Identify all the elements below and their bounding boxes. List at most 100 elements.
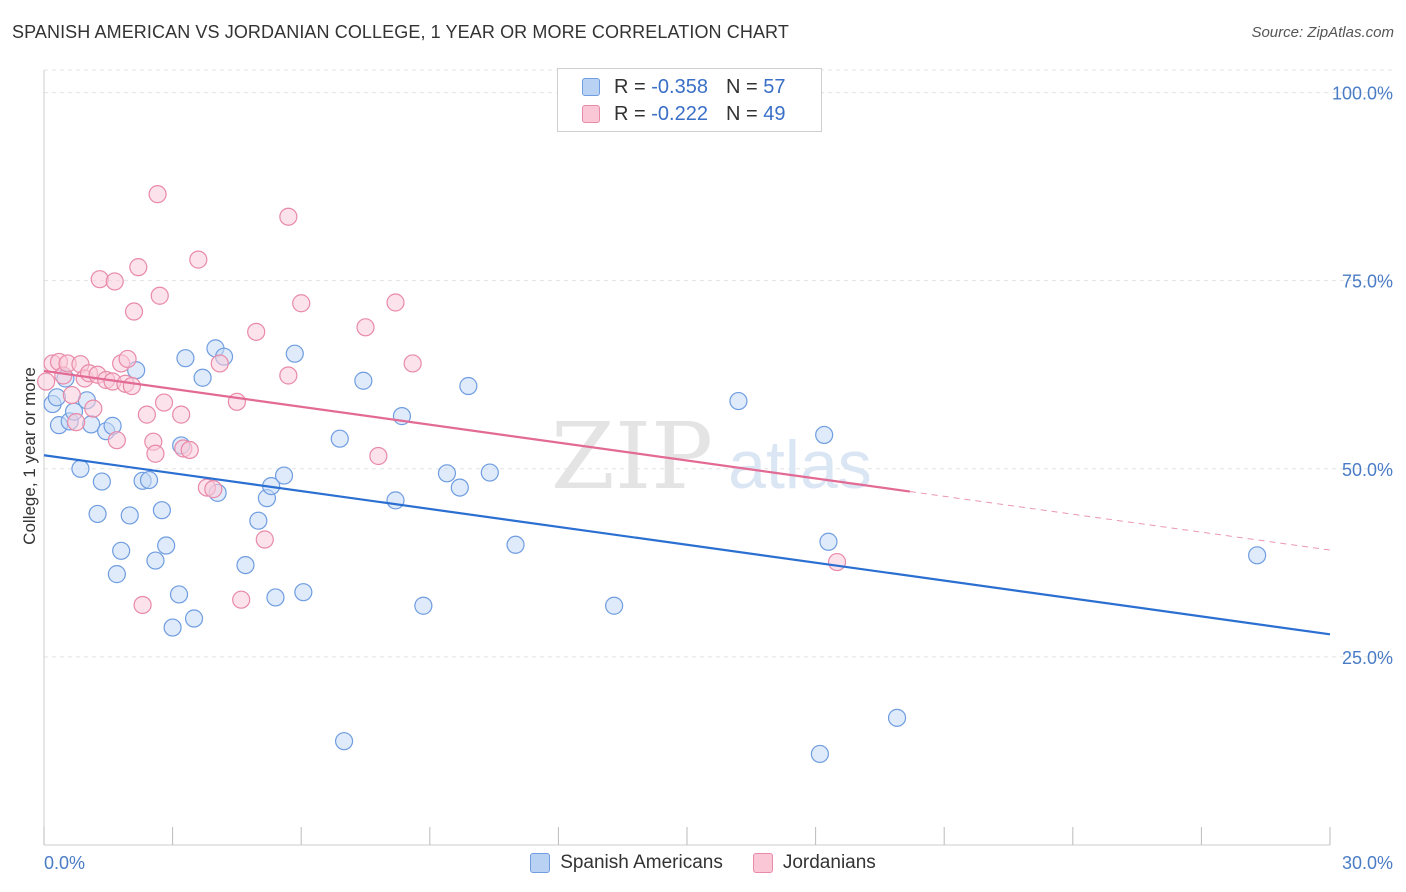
spanish-americans-point-35 (266, 588, 285, 607)
x-tick-label-1: 30.0% (1342, 853, 1393, 873)
legend-r-label: R = (614, 102, 652, 125)
y-tick-label-2: 75.0% (1342, 272, 1393, 292)
legend-row-spanish-americans: R = -0.358 N = 57 (582, 74, 785, 100)
jordanians-point-4 (62, 385, 81, 405)
jordanians-point-15 (107, 431, 126, 450)
jordanians-point-40 (279, 366, 298, 385)
jordanians-point-27 (150, 286, 169, 305)
spanish-americans-point-52 (815, 425, 834, 445)
chart-title: SPANISH AMERICAN VS JORDANIAN COLLEGE, 1… (12, 22, 789, 42)
bottom-legend-swatch-blue (530, 853, 551, 873)
legend-swatch-pink (582, 105, 600, 123)
spanish-americans-point-14 (112, 541, 131, 560)
spanish-americans-point-41 (354, 371, 373, 390)
jordanians-point-47 (827, 552, 847, 572)
spanish-americans-point-45 (437, 464, 457, 483)
bottom-legend-label: Jordanians (782, 852, 876, 873)
jordanians-point-23 (137, 405, 156, 424)
legend-r-label: R = (614, 75, 652, 98)
spanish-americans-point-36 (274, 466, 294, 485)
spanish-americans-point-44 (414, 596, 433, 615)
legend-r-value: -0.222 (651, 102, 708, 125)
y-tick-label-3: 100.0% (1332, 84, 1393, 104)
spanish-americans-point-1 (47, 388, 66, 407)
jordanians-trend-line-dashed (909, 491, 1331, 551)
watermark: ZIP atlas (551, 403, 872, 510)
jordanians-point-45 (386, 293, 405, 312)
tick-labels: 25.0% 50.0% 75.0% 100.0% 0.0% 30.0% (44, 84, 1393, 873)
spanish-americans-trend-line (43, 454, 1331, 636)
spanish-americans-point-40 (334, 732, 354, 751)
legend: R = -0.358 N = 57 R = -0.222 N = 49 (557, 68, 822, 132)
spanish-americans-point-53 (819, 532, 838, 551)
jordanians-point-29 (172, 405, 191, 424)
jordanians-point-14 (105, 272, 124, 291)
bottom-legend-swatch-pink (752, 853, 773, 873)
jordanians-trend-line (43, 369, 911, 493)
jordanians-point-31 (180, 440, 199, 460)
spanish-americans-point-27 (193, 368, 212, 387)
jordanians-point-21 (129, 258, 148, 277)
spanish-americans-point-19 (146, 551, 165, 570)
spanish-americans-point-15 (120, 506, 139, 525)
spanish-americans-point-56 (1248, 546, 1267, 565)
jordanians-point-26 (148, 185, 167, 204)
jordanians-point-5 (67, 413, 86, 432)
jordanians-point-48 (37, 372, 56, 391)
source-label: Source: ZipAtlas.com (1251, 24, 1394, 41)
jordanians-point-39 (255, 530, 274, 549)
jordanians-point-19 (122, 376, 141, 396)
spanish-americans-point-32 (249, 511, 268, 530)
trend-lines (43, 369, 1331, 636)
spanish-americans-point-39 (330, 429, 349, 448)
spanish-americans-point-42 (386, 491, 405, 510)
legend-n-value: 57 (763, 75, 786, 98)
jordanians-point-11 (90, 270, 109, 289)
x-tick-label-0: 0.0% (44, 853, 85, 873)
legend-swatch-blue (582, 78, 600, 96)
axes (43, 70, 1331, 846)
jordanians-point-37 (232, 590, 251, 609)
legend-n-value: 49 (763, 102, 786, 125)
jordanians-point-20 (124, 302, 144, 321)
spanish-americans-point-48 (480, 463, 499, 482)
jordanians-point-46 (403, 354, 422, 373)
spanish-americans-point-50 (605, 596, 624, 615)
spanish-americans-point-31 (236, 555, 255, 575)
spanish-americans-point-9 (88, 504, 107, 524)
bottom-legend-label: Spanish Americans (560, 852, 723, 873)
spanish-americans-point-37 (285, 344, 304, 363)
legend-row-jordanians: R = -0.222 N = 49 (582, 101, 785, 127)
spanish-americans-point-10 (92, 472, 111, 491)
bottom-legend: Spanish Americans Jordanians (0, 852, 1406, 874)
spanish-americans-point-22 (163, 618, 182, 637)
spanish-americans-point-38 (294, 583, 313, 602)
spanish-americans-point-54 (810, 744, 829, 764)
legend-n-label: N = (725, 102, 764, 125)
jordanians-point-38 (247, 322, 266, 341)
jordanians-point-18 (118, 349, 137, 369)
legend-r-value: -0.358 (651, 75, 708, 98)
jordanians-point-25 (146, 444, 165, 463)
y-tick-label-0: 25.0% (1342, 648, 1393, 668)
spanish-americans-point-23 (169, 585, 189, 604)
jordanians-point-9 (84, 399, 103, 418)
legend-n-label: N = (725, 75, 764, 98)
jordanians-point-41 (279, 207, 298, 226)
y-axis-title: College, 1 year or more (20, 367, 39, 545)
jordanians-point-22 (133, 595, 152, 615)
jordanians-point-44 (369, 446, 388, 466)
spanish-americans-point-6 (71, 459, 90, 478)
spanish-americans-point-26 (184, 609, 204, 628)
watermark-zip: ZIP (551, 403, 713, 510)
spanish-americans-point-51 (729, 391, 748, 411)
bottom-legend-jordanians: Jordanians (752, 852, 876, 874)
jordanians-point-32 (189, 250, 208, 269)
spanish-americans-point-55 (887, 708, 907, 727)
jordanians-point-28 (154, 393, 174, 412)
jordanians-point-35 (210, 354, 229, 373)
spanish-americans-point-21 (157, 536, 176, 555)
jordanians-point-34 (204, 480, 223, 499)
y-tick-label-1: 50.0% (1342, 460, 1393, 480)
